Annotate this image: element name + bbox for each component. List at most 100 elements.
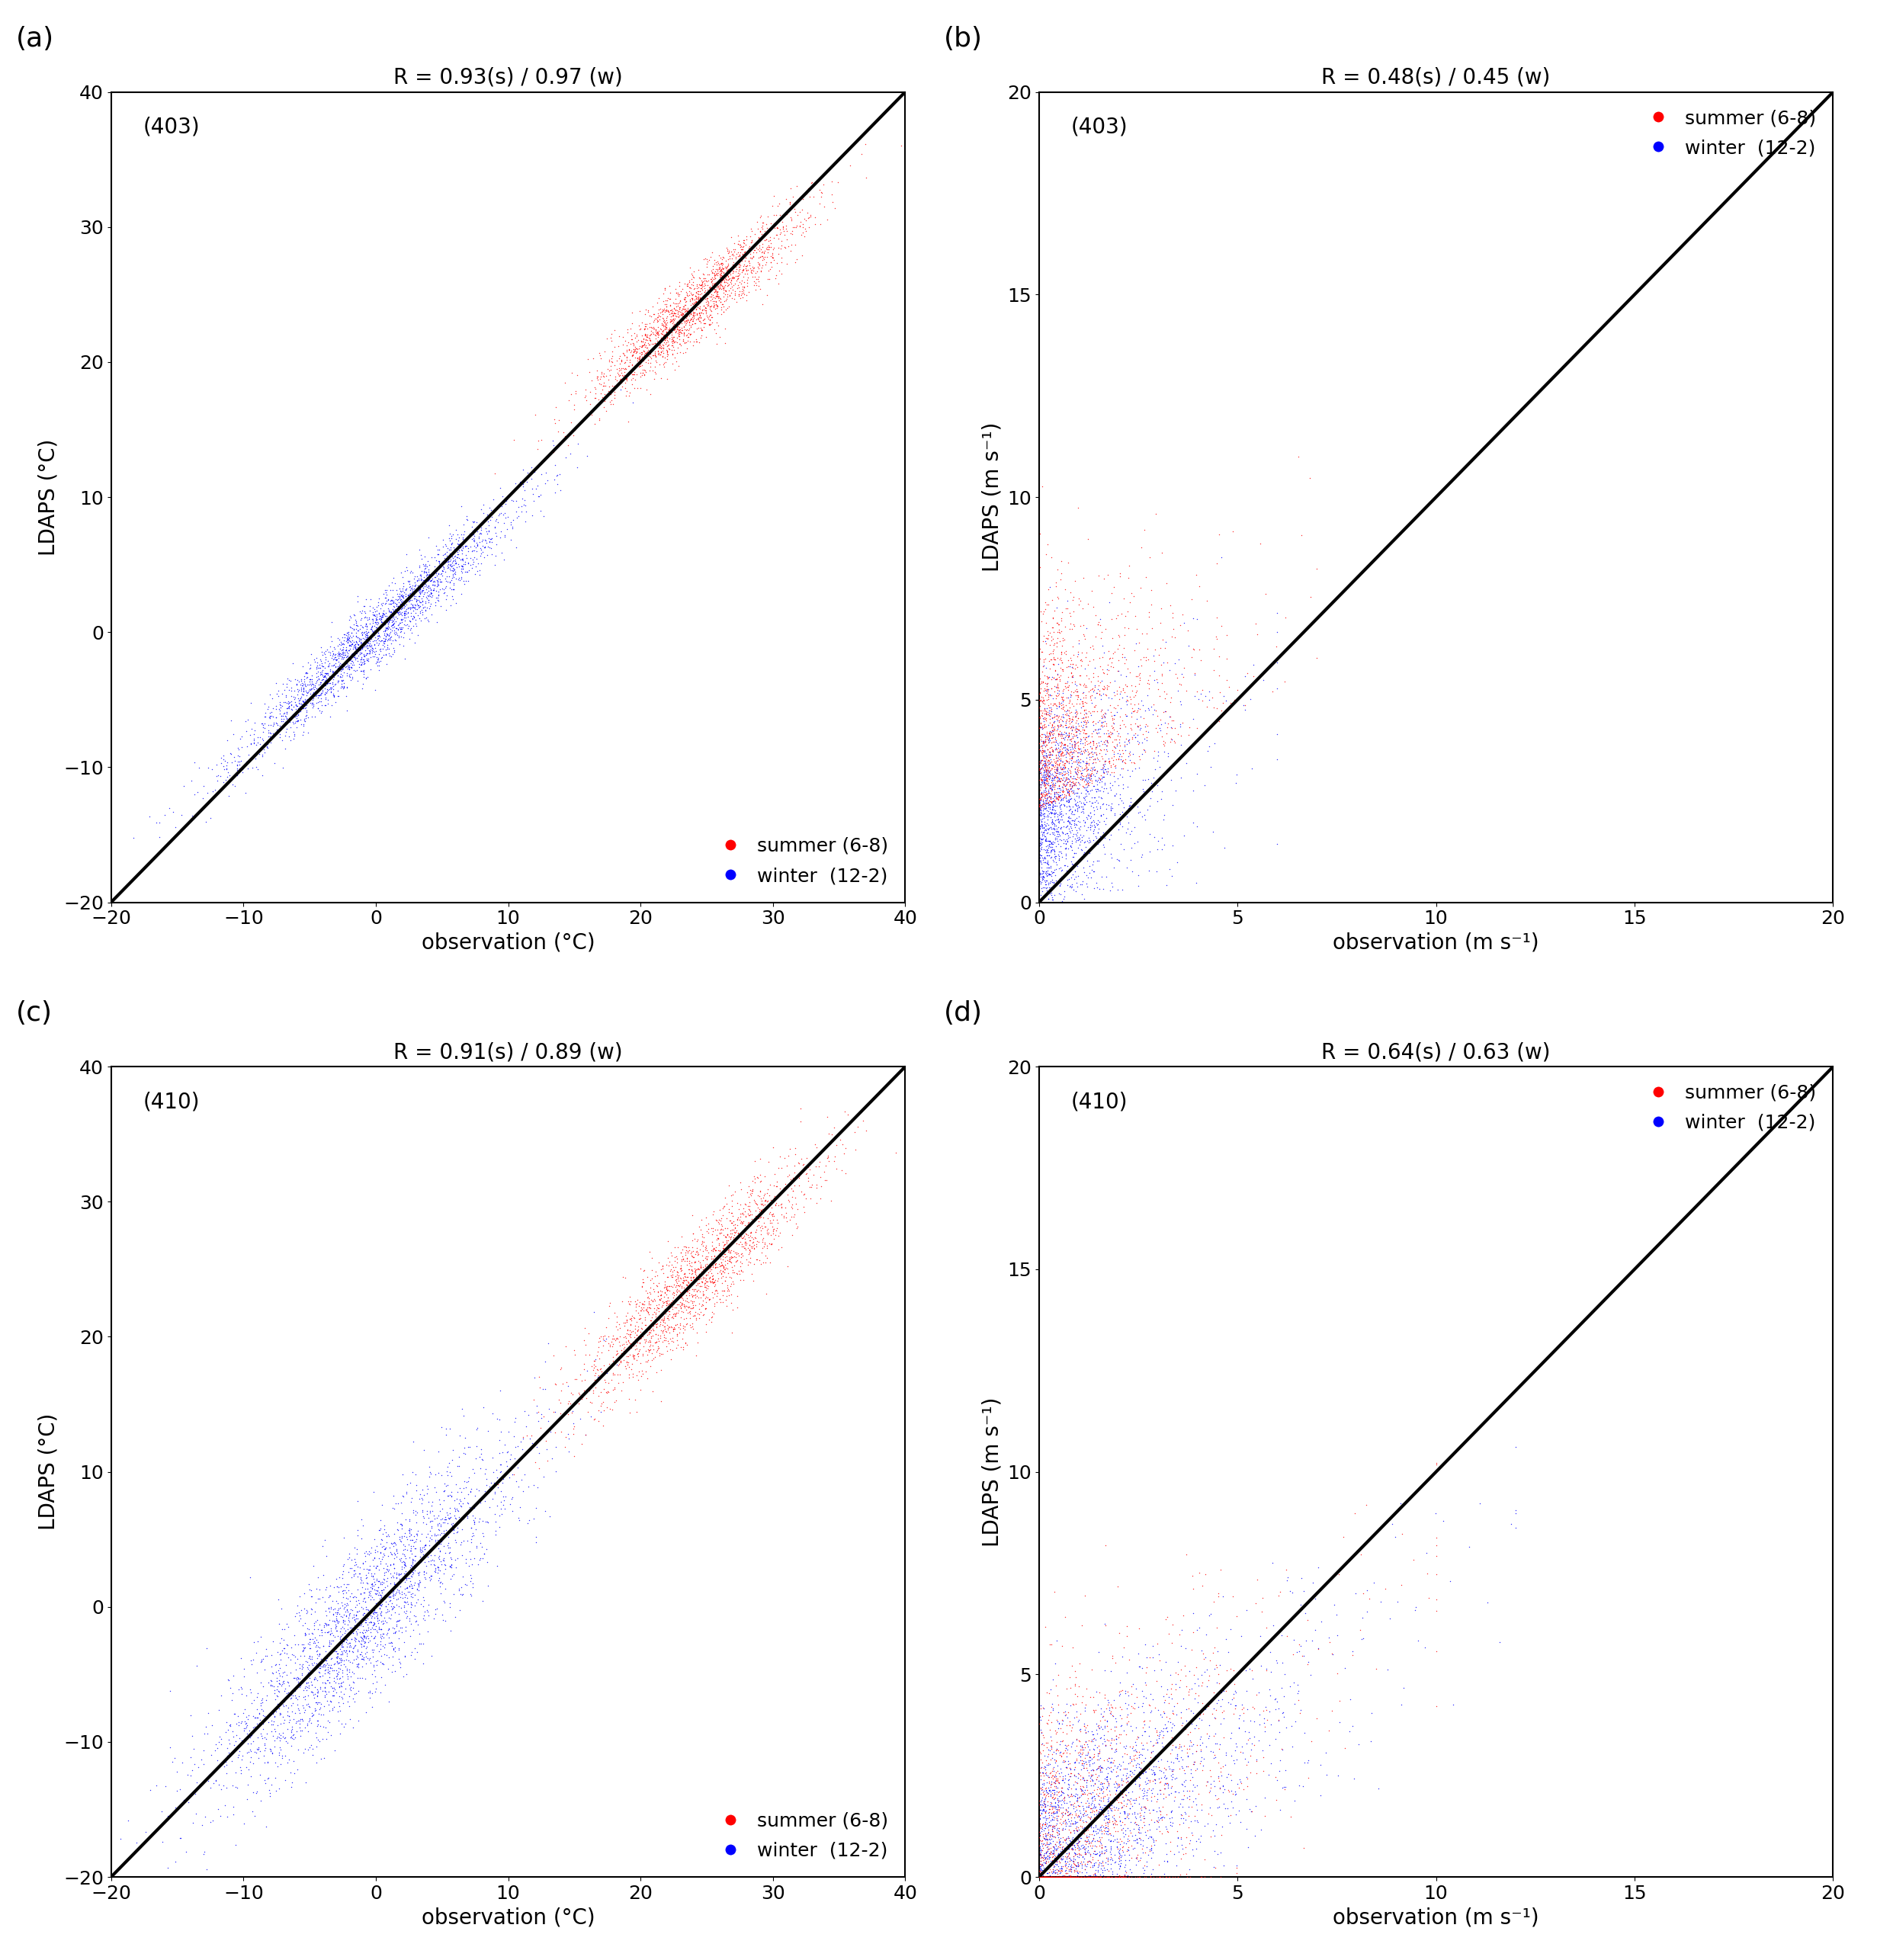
Point bbox=[1044, 1862, 1074, 1893]
Point bbox=[1036, 1837, 1066, 1868]
Point bbox=[390, 1574, 420, 1605]
Point bbox=[492, 502, 522, 533]
Point bbox=[567, 1364, 597, 1396]
Point bbox=[664, 306, 694, 337]
Point bbox=[370, 612, 400, 643]
Point bbox=[462, 555, 492, 586]
Point bbox=[627, 345, 657, 376]
Point bbox=[678, 1292, 708, 1323]
Point bbox=[755, 225, 785, 257]
Point bbox=[317, 1680, 347, 1711]
Point bbox=[400, 1601, 430, 1633]
Point bbox=[648, 341, 678, 372]
Point bbox=[297, 688, 327, 719]
Point bbox=[364, 617, 394, 649]
Point bbox=[728, 261, 758, 292]
Point bbox=[328, 1666, 359, 1697]
Point bbox=[387, 1576, 417, 1607]
Point bbox=[1233, 1723, 1263, 1754]
Point bbox=[1077, 1782, 1107, 1813]
Point bbox=[1203, 1838, 1233, 1870]
Point bbox=[1027, 766, 1057, 798]
Point bbox=[1072, 886, 1102, 917]
Point bbox=[1027, 1835, 1057, 1866]
Point bbox=[728, 1200, 758, 1231]
Point bbox=[439, 559, 469, 590]
Point bbox=[1051, 635, 1081, 666]
Point bbox=[283, 1629, 313, 1660]
Point bbox=[1055, 1862, 1085, 1893]
Point bbox=[1124, 743, 1154, 774]
Point bbox=[1036, 1862, 1066, 1893]
Point bbox=[1025, 1789, 1055, 1821]
Point bbox=[1226, 1766, 1256, 1797]
Point bbox=[336, 1578, 366, 1609]
Point bbox=[1179, 1799, 1209, 1831]
Point bbox=[704, 1249, 734, 1280]
Point bbox=[741, 267, 771, 298]
Point bbox=[625, 1374, 655, 1405]
Point bbox=[497, 1495, 527, 1527]
Point bbox=[1196, 1599, 1226, 1631]
Point bbox=[1113, 1862, 1143, 1893]
Point bbox=[1076, 1760, 1106, 1791]
Point bbox=[668, 1282, 698, 1313]
Point bbox=[1038, 798, 1068, 829]
Point bbox=[1089, 1654, 1119, 1686]
Point bbox=[295, 1731, 325, 1762]
Point bbox=[426, 590, 456, 621]
Point bbox=[1034, 639, 1064, 670]
Point bbox=[306, 686, 336, 717]
Point bbox=[1077, 764, 1107, 796]
Point bbox=[353, 617, 383, 649]
Point bbox=[601, 1325, 631, 1356]
Point bbox=[1177, 1560, 1207, 1592]
Point bbox=[413, 561, 443, 592]
Point bbox=[323, 1646, 353, 1678]
Point bbox=[1121, 670, 1151, 702]
Point bbox=[362, 1578, 392, 1609]
Point bbox=[323, 1572, 353, 1603]
Point bbox=[1085, 1821, 1115, 1852]
Point bbox=[1062, 1831, 1092, 1862]
Point bbox=[1030, 1862, 1061, 1893]
Point bbox=[1072, 1815, 1102, 1846]
Point bbox=[689, 267, 719, 298]
Point bbox=[359, 615, 389, 647]
Point bbox=[1027, 1760, 1057, 1791]
Point bbox=[1162, 1815, 1192, 1846]
Point bbox=[1059, 1829, 1089, 1860]
Point bbox=[1261, 1646, 1291, 1678]
Point bbox=[330, 631, 360, 662]
Point bbox=[1029, 1862, 1059, 1893]
Point bbox=[454, 1431, 484, 1462]
Point bbox=[826, 1154, 856, 1186]
Point bbox=[646, 1307, 676, 1339]
Point bbox=[676, 304, 706, 335]
Point bbox=[1057, 1709, 1087, 1740]
Point bbox=[336, 629, 366, 661]
Point bbox=[1167, 1744, 1198, 1776]
Point bbox=[276, 1644, 306, 1676]
Point bbox=[293, 1642, 323, 1674]
Point bbox=[1076, 1840, 1106, 1872]
Point bbox=[747, 218, 777, 249]
Point bbox=[1061, 1838, 1091, 1870]
Point bbox=[627, 339, 657, 370]
Point bbox=[298, 690, 328, 721]
Point bbox=[302, 1650, 332, 1682]
Point bbox=[372, 612, 402, 643]
Point bbox=[327, 637, 357, 668]
Point bbox=[343, 1648, 374, 1680]
Point bbox=[1066, 1774, 1096, 1805]
Point bbox=[588, 374, 618, 406]
Point bbox=[588, 1409, 618, 1441]
Point bbox=[1104, 1793, 1134, 1825]
Point bbox=[1062, 715, 1092, 747]
Point bbox=[1092, 759, 1122, 790]
Point bbox=[1064, 582, 1094, 613]
Point bbox=[1076, 886, 1106, 917]
Point bbox=[683, 1274, 713, 1305]
Point bbox=[285, 664, 315, 696]
Point bbox=[368, 1568, 398, 1599]
